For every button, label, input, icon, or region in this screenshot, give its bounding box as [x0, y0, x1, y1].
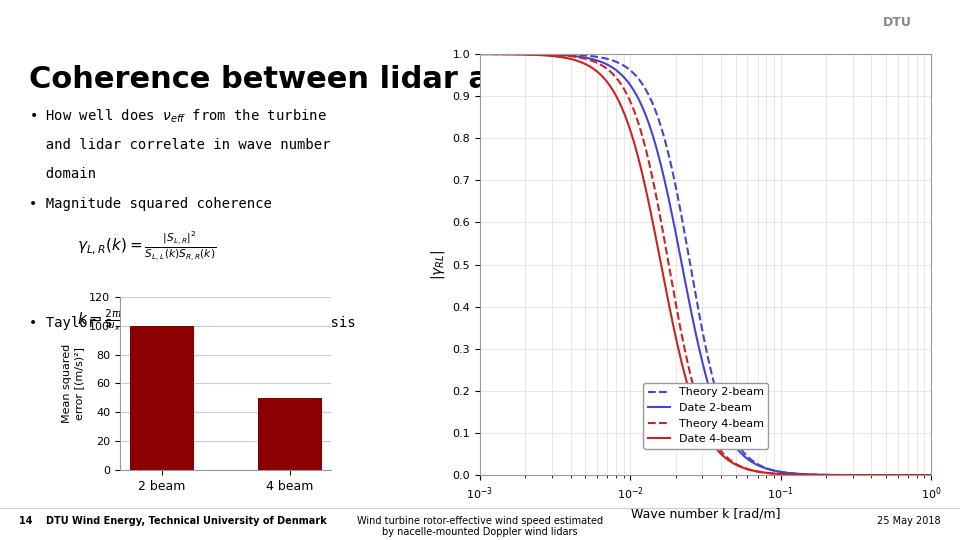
Date 4-beam	[844, 472, 855, 478]
Date 2-beam	[743, 456, 755, 463]
Text: • How well does $\nu_{eff}$ from the turbine: • How well does $\nu_{eff}$ from the tur…	[29, 108, 326, 125]
Text: $k = \frac{2\pi f}{u_x} \approx \frac{2\pi f}{\nu_{eff}}$: $k = \frac{2\pi f}{u_x} \approx \frac{2\…	[77, 308, 162, 333]
Line: Theory 2-beam: Theory 2-beam	[480, 54, 931, 475]
Y-axis label: Mean squared
error [(m/s)²]: Mean squared error [(m/s)²]	[62, 344, 84, 423]
Theory 4-beam	[915, 472, 926, 478]
Polygon shape	[900, 78, 917, 89]
Date 2-beam	[474, 51, 486, 57]
Theory 4-beam	[474, 51, 486, 57]
Text: • Magnitude squared coherence: • Magnitude squared coherence	[29, 197, 272, 211]
Date 4-beam	[691, 410, 703, 416]
Date 2-beam	[844, 472, 855, 478]
Date 2-beam	[718, 425, 730, 431]
Theory 4-beam	[718, 451, 730, 458]
Theory 4-beam	[691, 396, 703, 402]
Theory 2-beam	[844, 472, 855, 478]
Text: and lidar correlate in wave number: and lidar correlate in wave number	[29, 138, 330, 152]
Date 4-beam	[915, 472, 926, 478]
Text: Coherence between lidar and turbine: Coherence between lidar and turbine	[29, 65, 668, 94]
Text: 25 May 2018: 25 May 2018	[877, 516, 941, 526]
Date 4-beam	[718, 454, 730, 460]
Theory 4-beam	[688, 387, 700, 393]
Date 4-beam	[474, 51, 486, 57]
Text: $\gamma_{L,R}(k) = \frac{|S_{L,R}|^2}{S_{L,L}(k)S_{R,R}(k)}$: $\gamma_{L,R}(k) = \frac{|S_{L,R}|^2}{S_…	[77, 230, 216, 263]
Theory 2-beam	[915, 472, 926, 478]
Theory 2-beam	[743, 454, 755, 461]
Text: 14    DTU Wind Energy, Technical University of Denmark: 14 DTU Wind Energy, Technical University…	[19, 516, 327, 526]
Polygon shape	[882, 78, 900, 89]
Theory 2-beam	[688, 284, 700, 291]
Theory 4-beam	[844, 472, 855, 478]
Text: DTU: DTU	[883, 16, 912, 29]
Theory 4-beam	[743, 466, 755, 472]
Theory 2-beam	[474, 51, 486, 57]
Theory 2-beam	[925, 472, 937, 478]
Polygon shape	[900, 92, 917, 103]
Polygon shape	[882, 65, 900, 76]
Polygon shape	[882, 92, 900, 103]
Date 4-beam	[743, 466, 755, 472]
Legend: Theory 2-beam, Date 2-beam, Theory 4-beam, Date 4-beam: Theory 2-beam, Date 2-beam, Theory 4-bea…	[643, 383, 768, 449]
Date 2-beam	[915, 472, 926, 478]
Bar	[257, 398, 322, 470]
Line: Date 4-beam: Date 4-beam	[480, 54, 931, 475]
Bar	[130, 326, 194, 470]
Text: • Taylor's frozen turbulence hypothesis: • Taylor's frozen turbulence hypothesis	[29, 316, 355, 330]
Theory 2-beam	[691, 299, 703, 306]
Line: Theory 4-beam: Theory 4-beam	[480, 54, 931, 475]
Date 2-beam	[925, 472, 937, 478]
Text: domain: domain	[29, 167, 96, 181]
Date 4-beam	[925, 472, 937, 478]
Date 2-beam	[691, 336, 703, 342]
Line: Date 2-beam: Date 2-beam	[480, 54, 931, 475]
Theory 4-beam	[925, 472, 937, 478]
Date 2-beam	[688, 323, 700, 330]
Date 4-beam	[688, 403, 700, 409]
X-axis label: Wave number k [rad/m]: Wave number k [rad/m]	[631, 507, 780, 520]
Y-axis label: $|\gamma_{RL}|$: $|\gamma_{RL}|$	[429, 249, 447, 280]
Text: Wind turbine rotor-effective wind speed estimated
by nacelle-mounted Doppler win: Wind turbine rotor-effective wind speed …	[357, 516, 603, 537]
Polygon shape	[900, 65, 917, 76]
Theory 2-beam	[718, 413, 730, 420]
